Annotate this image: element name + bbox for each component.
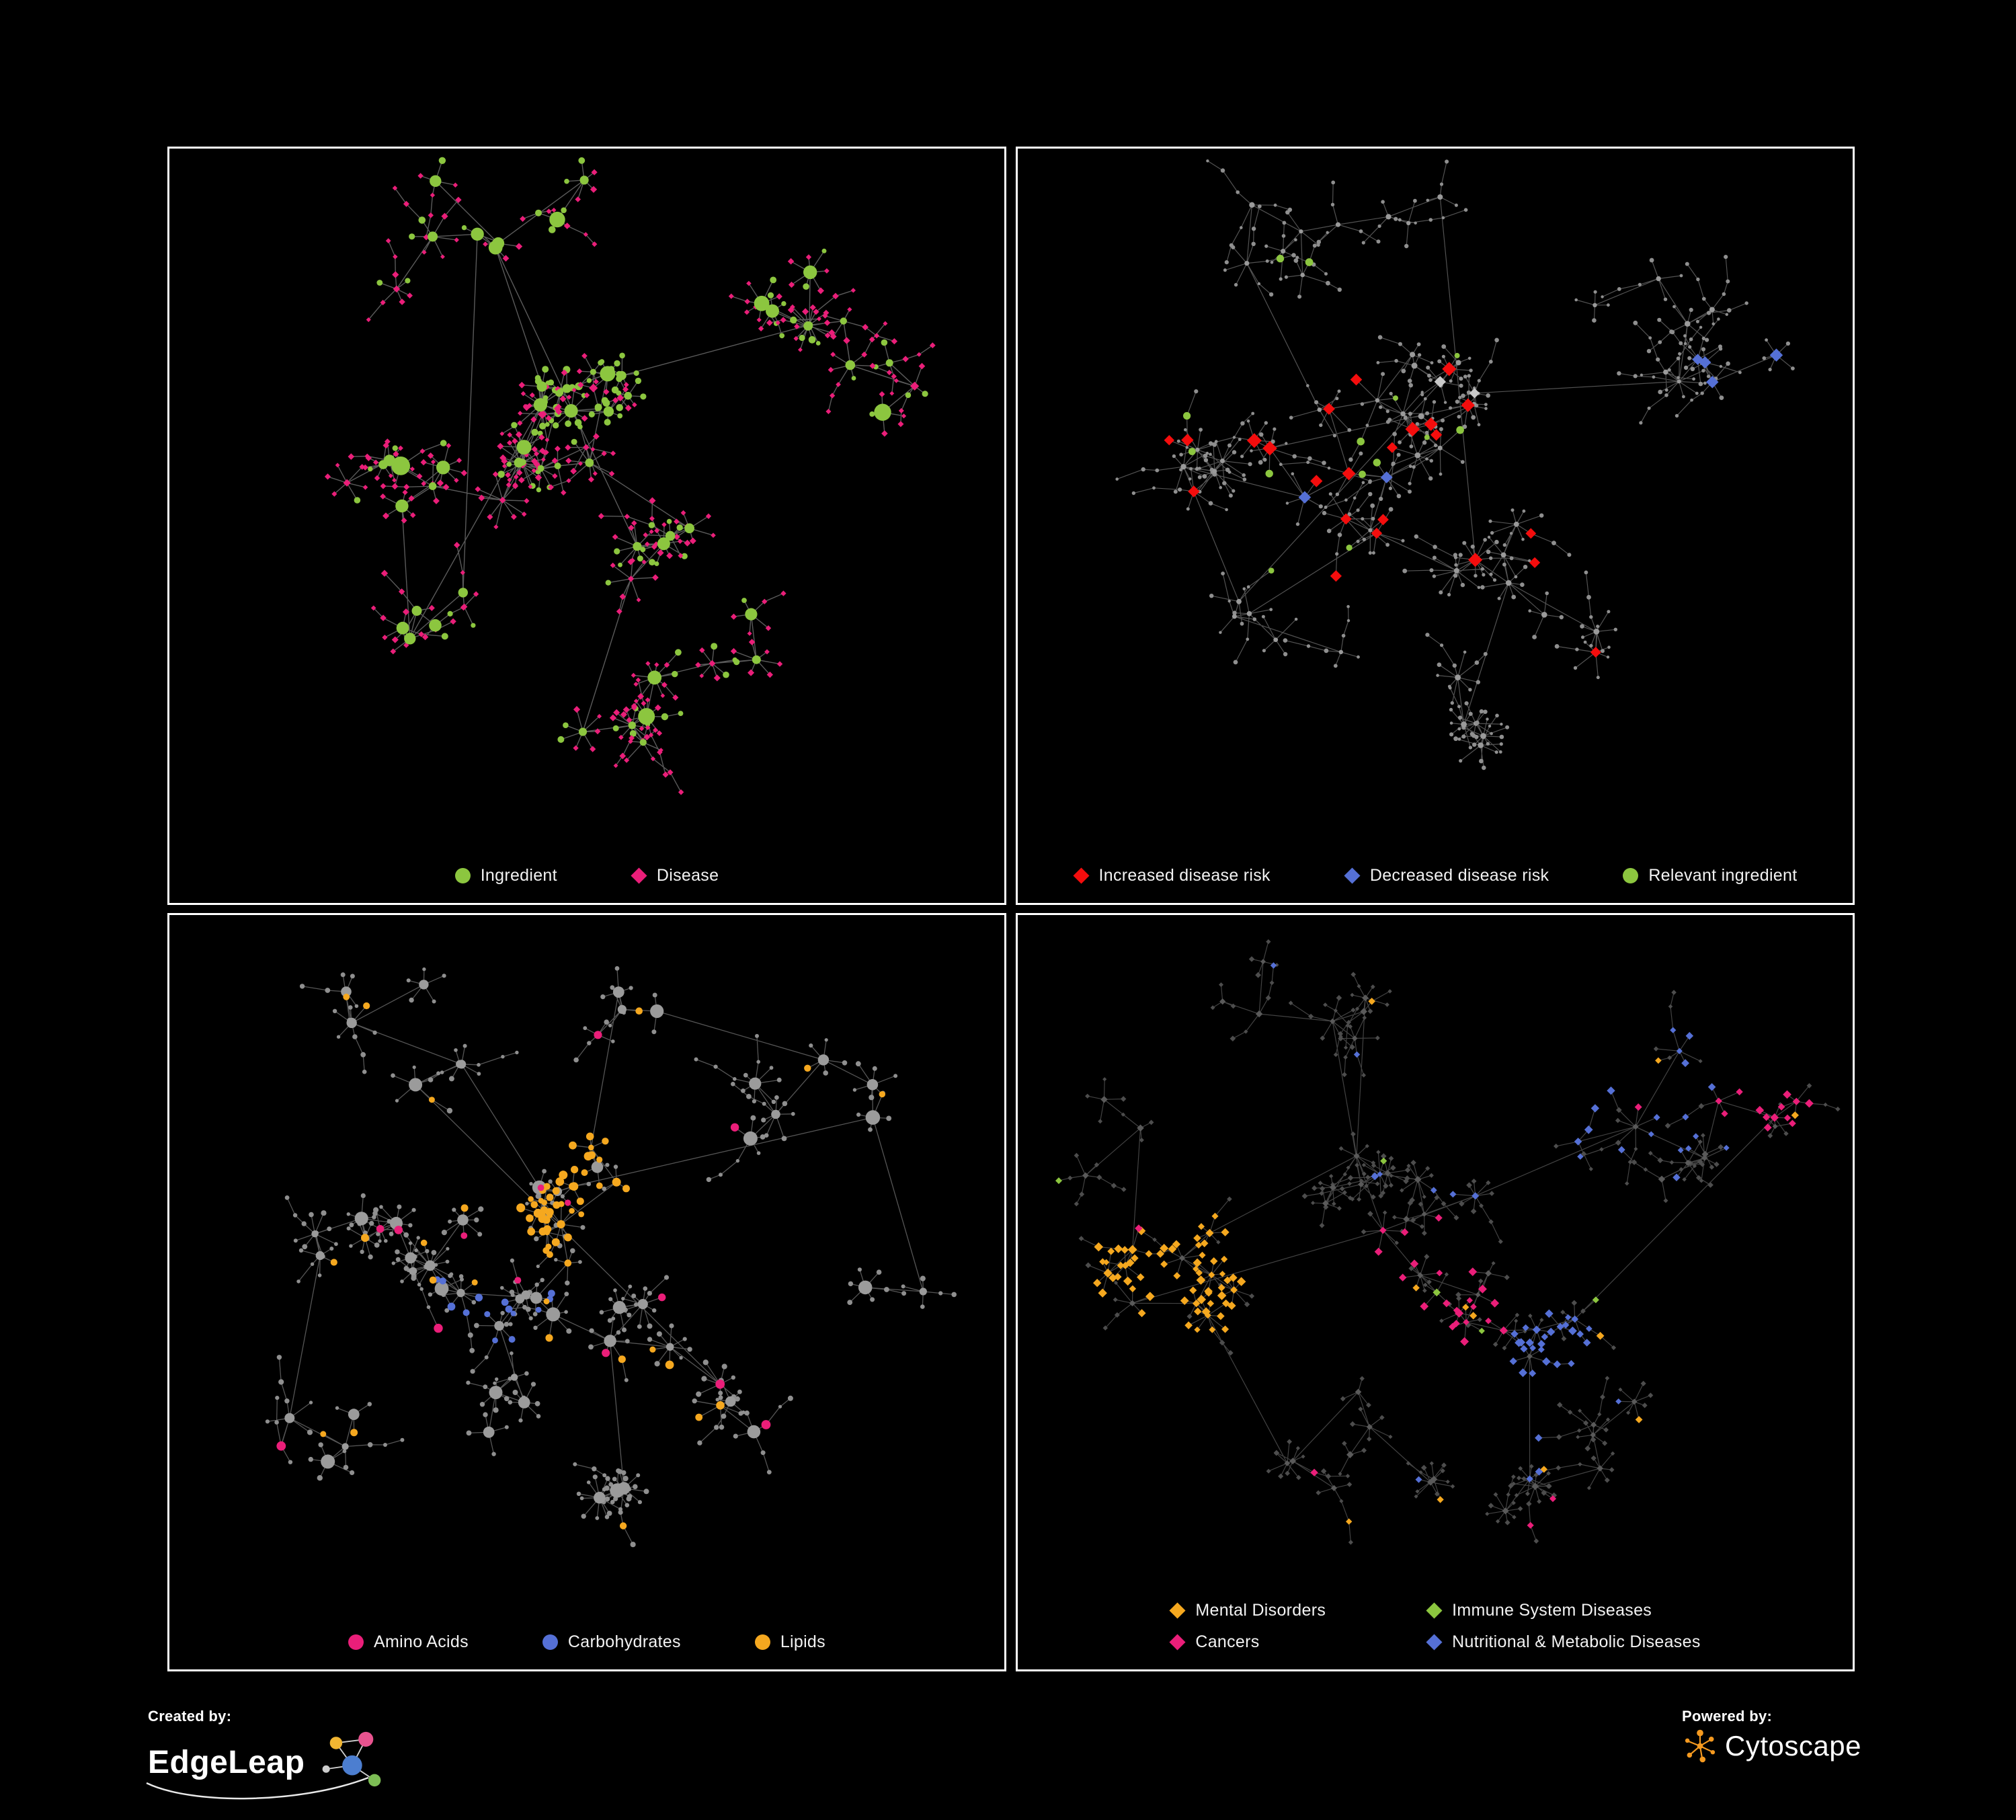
circle-swatch	[754, 1634, 770, 1650]
legend-label: Cancers	[1195, 1632, 1260, 1651]
legend-ingredient-disease: Ingredient Disease	[169, 866, 1004, 885]
legend-label: Lipids	[780, 1632, 825, 1651]
cytoscape-wordmark: Cytoscape	[1725, 1730, 1861, 1762]
circle-swatch	[1623, 868, 1639, 883]
legend-label: Ingredient	[480, 866, 557, 885]
diamond-swatch	[1426, 1634, 1443, 1651]
legend-item-decreased-disease-risk: Decreased disease risk	[1344, 866, 1549, 885]
network-graph-nutrient-classes	[265, 966, 957, 1548]
legend-label: Immune System Diseases	[1452, 1601, 1652, 1620]
legend-label: Disease	[656, 866, 719, 885]
legend-item-cancers: Cancers	[1169, 1632, 1326, 1652]
legend-label: Increased disease risk	[1098, 866, 1271, 885]
network-graph-disease-risk	[1115, 159, 1795, 770]
cytoscape-logo-icon	[1685, 1729, 1716, 1763]
legend-item-disease: Disease	[631, 866, 719, 885]
edgeleap-wordmark: EdgeLeap	[148, 1744, 305, 1780]
diamond-swatch	[631, 867, 647, 884]
circle-swatch	[348, 1634, 364, 1650]
legend-item-ingredient: Ingredient	[454, 866, 557, 885]
legend-item-relevant-ingredient: Relevant ingredient	[1623, 866, 1797, 885]
created-by-label: Created by:	[148, 1708, 232, 1725]
circle-swatch	[454, 868, 471, 883]
edgeleap-network-icon	[323, 1731, 381, 1787]
diamond-swatch	[1426, 1602, 1443, 1619]
powered-by-label: Powered by:	[1682, 1708, 1773, 1725]
legend-disease-classes: Mental Disorders Immune System Diseases Ca…	[1018, 1601, 1853, 1652]
legend-item-immune-system-diseases: Immune System Diseases	[1426, 1601, 1700, 1620]
legend-item-lipids: Lipids	[754, 1632, 825, 1652]
legend-label: Carbohydrates	[567, 1632, 681, 1651]
network-graph-disease-classes	[1055, 939, 1841, 1545]
created-by-block: Created by: EdgeLeap	[146, 1708, 392, 1800]
panel-disease-risk: Increased disease risk Decreased disease …	[1016, 147, 1855, 905]
panel-ingredient-disease: Ingredient Disease	[167, 147, 1006, 905]
diamond-swatch	[1169, 1602, 1186, 1619]
panel-nutrient-classes: Amino Acids Carbohydrates Lipids	[167, 913, 1006, 1671]
legend-label: Mental Disorders	[1195, 1601, 1326, 1620]
network-graph-ingredient-disease	[324, 157, 936, 795]
legend-disease-risk: Increased disease risk Decreased disease …	[1018, 866, 1853, 885]
diamond-swatch	[1169, 1634, 1186, 1651]
legend-item-nutritional-metabolic-diseases: Nutritional & Metabolic Diseases	[1426, 1632, 1700, 1652]
legend-label: Relevant ingredient	[1648, 866, 1798, 885]
legend-item-increased-disease-risk: Increased disease risk	[1073, 866, 1271, 885]
powered-by-block: Powered by: Cytoscape	[1682, 1708, 1861, 1764]
legend-item-carbohydrates: Carbohydrates	[542, 1632, 681, 1652]
legend-label: Amino Acids	[374, 1632, 469, 1651]
panel-disease-classes: Mental Disorders Immune System Diseases Ca…	[1016, 913, 1855, 1671]
legend-item-amino-acids: Amino Acids	[348, 1632, 469, 1652]
legend-nutrient-classes: Amino Acids Carbohydrates Lipids	[169, 1632, 1004, 1652]
circle-swatch	[542, 1634, 558, 1650]
diamond-swatch	[1344, 867, 1361, 884]
legend-label: Decreased disease risk	[1369, 866, 1549, 885]
legend-item-mental-disorders: Mental Disorders	[1169, 1601, 1326, 1620]
diamond-swatch	[1073, 867, 1090, 884]
legend-label: Nutritional & Metabolic Diseases	[1452, 1632, 1701, 1651]
